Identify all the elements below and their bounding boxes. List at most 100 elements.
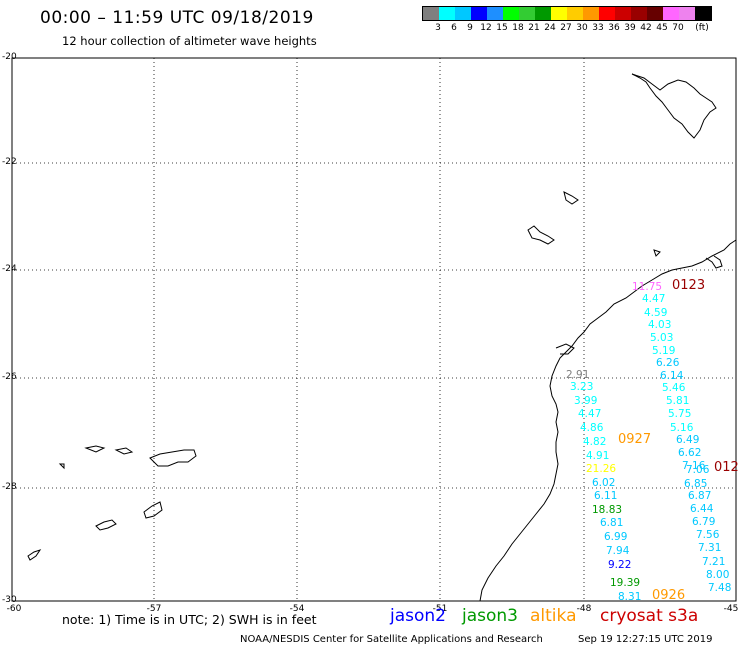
longitude-label: -54 <box>289 604 305 614</box>
map-subtitle: 12 hour collection of altimeter wave hei… <box>62 34 317 48</box>
latitude-label: -24 <box>2 264 17 274</box>
pass-time-label: 0123 <box>672 278 706 293</box>
longitude-label: -57 <box>146 604 162 614</box>
satellite-name: cryosat s3a <box>600 606 699 626</box>
coastline-bay <box>705 255 723 269</box>
wave-height-value: 6.87 <box>688 490 712 502</box>
map-gridlines <box>11 57 737 602</box>
legend-label: 27 <box>560 23 572 33</box>
wave-height-value: 6.02 <box>592 477 616 489</box>
wave-height-value: 8.00 <box>706 569 730 581</box>
coastline <box>27 73 737 602</box>
coastline-mainland <box>479 239 737 602</box>
legend-swatch-9 <box>567 7 583 20</box>
legend-label: 21 <box>528 23 540 33</box>
legend-label: 3 <box>435 23 441 33</box>
lake-west-4 <box>27 549 42 561</box>
wave-height-value: 6.44 <box>690 503 714 515</box>
legend-swatch-0 <box>423 7 439 20</box>
legend-swatch-16 <box>679 7 695 20</box>
legend-label: 39 <box>624 23 636 33</box>
legend-swatch-8 <box>551 7 567 20</box>
lake-west-6 <box>114 447 134 455</box>
wave-height-value: 4.03 <box>648 319 672 331</box>
wave-height-value: 6.26 <box>656 357 680 369</box>
legend-swatch-15 <box>663 7 679 20</box>
lake-north-1 <box>631 73 717 139</box>
wave-height-value: 4.91 <box>586 450 610 462</box>
lake-west-2 <box>143 501 163 519</box>
legend-swatch-10 <box>583 7 599 20</box>
wave-height-value: 4.47 <box>578 408 602 420</box>
wave-height-value: 5.16 <box>670 422 694 434</box>
lake-west-3 <box>95 519 117 531</box>
legend-swatch-14 <box>647 7 663 20</box>
credit-text: NOAA/NESDIS Center for Satellite Applica… <box>240 634 543 645</box>
legend-label: 15 <box>496 23 508 33</box>
map-title: 00:00 – 11:59 UTC 09/18/2019 <box>40 8 314 28</box>
legend-label: 42 <box>640 23 652 33</box>
latitude-label: -20 <box>2 52 17 62</box>
lake-north-4 <box>653 249 661 257</box>
wave-height-value: 6.79 <box>692 516 716 528</box>
longitude-label: -60 <box>6 604 22 614</box>
legend-swatch-12 <box>615 7 631 20</box>
legend-swatch-2 <box>455 7 471 20</box>
wave-height-value: 8.31 <box>618 591 642 603</box>
coastline-inlet <box>555 343 575 355</box>
lake-north-3 <box>527 225 555 245</box>
wave-height-value: 3.23 <box>570 381 594 393</box>
legend-label: 33 <box>592 23 604 33</box>
satellite-name: jason2 <box>390 606 446 626</box>
pass-time-label: 012 <box>714 460 739 475</box>
wave-height-value: 5.03 <box>650 332 674 344</box>
wave-height-value: 6.62 <box>678 447 702 459</box>
wave-height-value: 21.26 <box>586 463 617 475</box>
legend-swatch-4 <box>487 7 503 20</box>
footer-note: note: 1) Time is in UTC; 2) SWH is in fe… <box>62 612 317 627</box>
latitude-label: -28 <box>2 482 17 492</box>
satellite-name: altika <box>530 606 577 626</box>
wave-height-value: 4.82 <box>583 436 607 448</box>
wave-height-value: 5.19 <box>652 345 676 357</box>
lake-west-5 <box>84 445 106 453</box>
latitude-label: -22 <box>2 157 17 167</box>
legend-swatch-17 <box>695 7 711 20</box>
legend-labels: 3 6 9 12 15 18 21 24 27 30 33 36 39 42 45 70 (ft) <box>422 21 712 35</box>
wave-height-value: 11.75 <box>632 281 663 293</box>
wave-height-value: 5.46 <box>662 382 686 394</box>
wave-height-value: 18.83 <box>592 504 623 516</box>
wave-height-value: 7.48 <box>708 582 732 594</box>
wave-height-legend: 3 6 9 12 15 18 21 24 27 30 33 36 39 42 45 70 (ft) <box>422 6 712 35</box>
legend-color-bar <box>422 6 712 21</box>
lake-west-1 <box>149 449 197 467</box>
map-frame <box>11 57 737 602</box>
wave-height-value: 6.11 <box>594 490 618 502</box>
legend-label: 9 <box>467 23 473 33</box>
legend-swatch-11 <box>599 7 615 20</box>
pass-time-label: 0926 <box>652 588 686 603</box>
wave-height-value: 4.86 <box>580 422 604 434</box>
legend-swatch-6 <box>519 7 535 20</box>
wave-height-value: 7.16 <box>682 460 706 472</box>
latitude-label: -30 <box>2 595 17 605</box>
legend-swatch-13 <box>631 7 647 20</box>
longitude-label: -51 <box>432 604 448 614</box>
legend-label: 6 <box>451 23 457 33</box>
legend-swatch-7 <box>535 7 551 20</box>
wave-height-value: 5.81 <box>666 395 690 407</box>
wave-height-value: 6.49 <box>676 434 700 446</box>
longitude-label: -48 <box>576 604 592 614</box>
wave-height-value: 4.47 <box>642 293 666 305</box>
wave-height-value: 7.31 <box>698 542 722 554</box>
wave-height-value: 7.94 <box>606 545 630 557</box>
generated-timestamp: Sep 19 12:27:15 UTC 2019 <box>578 634 713 645</box>
legend-label: 36 <box>608 23 620 33</box>
legend-swatch-5 <box>503 7 519 20</box>
legend-label: 70 <box>672 23 684 33</box>
legend-label: 18 <box>512 23 524 33</box>
wave-height-value: 3.99 <box>574 395 598 407</box>
legend-label: 30 <box>576 23 588 33</box>
legend-label: 24 <box>544 23 556 33</box>
